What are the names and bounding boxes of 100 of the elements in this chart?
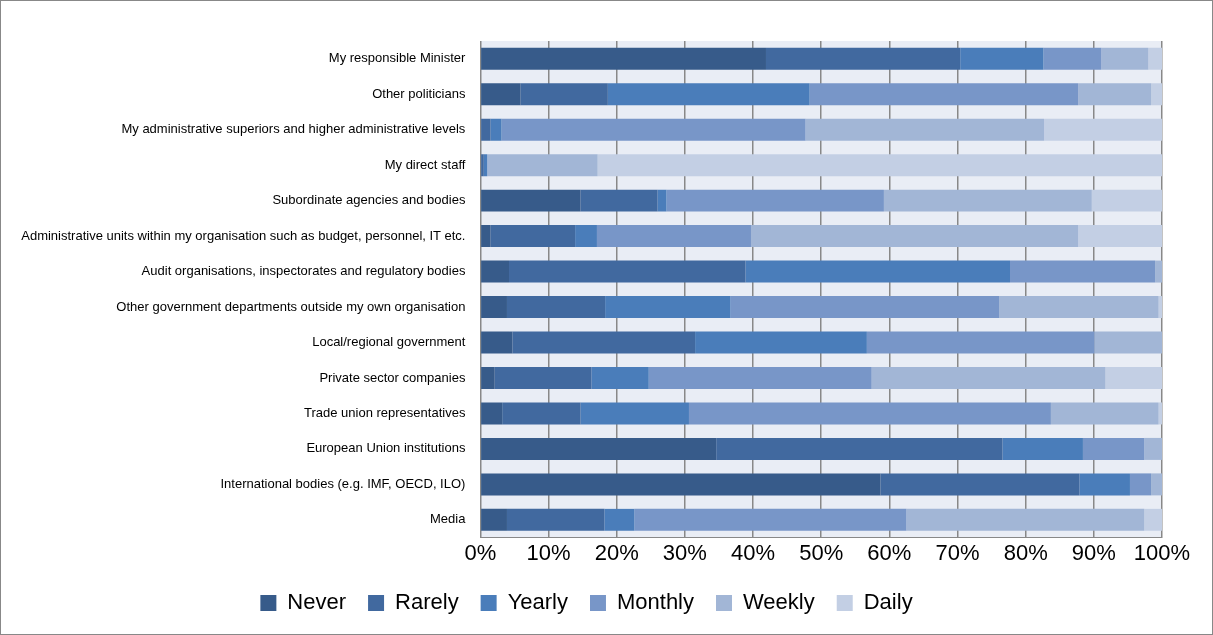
bar <box>730 296 1000 319</box>
bar <box>490 225 576 248</box>
bar <box>506 296 606 319</box>
y-tick-label: Subordinate agencies and bodies <box>272 192 466 208</box>
bar <box>481 154 484 177</box>
bar <box>580 189 658 212</box>
bar <box>1148 47 1162 70</box>
bar <box>481 437 717 460</box>
bar <box>580 402 689 425</box>
bar <box>481 402 503 425</box>
bar <box>481 47 766 70</box>
x-tick-label: 60% <box>867 539 912 565</box>
bar <box>1010 260 1156 283</box>
bar <box>716 437 1003 460</box>
bar <box>883 189 1092 212</box>
y-tick-label: My direct staff <box>384 156 466 172</box>
bar <box>520 83 608 106</box>
bar <box>502 402 581 425</box>
bar <box>481 118 491 141</box>
y-tick-label: Local/regional government <box>312 334 466 350</box>
bar <box>605 296 731 319</box>
bar <box>1044 118 1162 141</box>
y-tick-label: Other government departments outside my own organisation <box>116 298 466 314</box>
legend-label: Never <box>287 589 347 615</box>
bar <box>1091 189 1162 212</box>
x-tick-label: 50% <box>799 539 844 565</box>
x-tick-label: 90% <box>1071 539 1116 565</box>
legend-label: Yearly <box>507 589 568 615</box>
y-tick-label: Administrative units within my organisation such as budget, personnel, IT etc. <box>21 227 466 243</box>
bar <box>1129 473 1152 496</box>
x-tick-label: 80% <box>1003 539 1048 565</box>
y-tick-label: My administrative superiors and higher administrative levels <box>121 121 466 137</box>
legend-label: Weekly <box>743 589 815 615</box>
y-tick-label: Media <box>429 511 467 527</box>
legend-label: Rarely <box>395 589 459 615</box>
bar <box>999 296 1159 319</box>
bar <box>481 189 581 212</box>
bar <box>1078 225 1162 248</box>
bar <box>607 83 810 106</box>
y-tick-label: International bodies (e.g. IMF, OECD, ILO) <box>220 475 466 491</box>
bar <box>1151 473 1162 496</box>
bar <box>871 366 1106 389</box>
bar <box>481 473 881 496</box>
bar <box>1082 437 1145 460</box>
bar <box>490 118 502 141</box>
bar <box>695 331 867 354</box>
bar <box>481 331 513 354</box>
bar <box>481 366 495 389</box>
x-tick-label: 40% <box>731 539 776 565</box>
bar <box>880 473 1080 496</box>
y-tick-label: Other politicians <box>372 85 466 101</box>
bar <box>487 154 598 177</box>
x-tick-label: 0% <box>464 539 497 565</box>
bar <box>750 225 1079 248</box>
bar <box>596 225 751 248</box>
bar <box>1144 437 1162 460</box>
bar <box>1094 331 1162 354</box>
bar <box>765 47 961 70</box>
x-tick-label: 100% <box>1133 539 1191 565</box>
bar <box>960 47 1044 70</box>
x-tick-label: 20% <box>594 539 639 565</box>
bar <box>481 83 521 106</box>
bar <box>481 260 510 283</box>
bar <box>1079 473 1130 496</box>
bar <box>1151 83 1162 106</box>
bar <box>501 118 806 141</box>
bar <box>1050 402 1159 425</box>
y-tick-label: European Union institutions <box>306 440 466 456</box>
bar <box>688 402 1051 425</box>
bar <box>906 508 1145 531</box>
bar <box>481 508 507 531</box>
bar <box>1101 47 1149 70</box>
legend-label: Daily <box>863 589 913 615</box>
bar <box>1105 366 1162 389</box>
bar <box>1155 260 1162 283</box>
bar <box>1043 47 1102 70</box>
bar <box>745 260 1010 283</box>
x-tick-label: 70% <box>935 539 980 565</box>
bar <box>634 508 907 531</box>
bar <box>509 260 746 283</box>
bar <box>481 225 491 248</box>
bar <box>512 331 696 354</box>
bar <box>648 366 872 389</box>
y-tick-label: My responsible Minister <box>328 50 467 66</box>
bar <box>604 508 635 531</box>
x-tick-label: 10% <box>526 539 571 565</box>
bar <box>657 189 667 212</box>
y-tick-label: Private sector companies <box>319 369 466 385</box>
bar <box>506 508 605 531</box>
bar <box>666 189 884 212</box>
y-tick-label: Audit organisations, inspectorates and regulatory bodies <box>141 263 466 279</box>
bar <box>597 154 1162 177</box>
bar <box>481 296 507 319</box>
legend-label: Monthly <box>616 589 695 615</box>
bar <box>575 225 597 248</box>
x-tick-label: 30% <box>662 539 707 565</box>
bar <box>1002 437 1083 460</box>
bar <box>1078 83 1152 106</box>
bar <box>494 366 592 389</box>
bar <box>591 366 649 389</box>
